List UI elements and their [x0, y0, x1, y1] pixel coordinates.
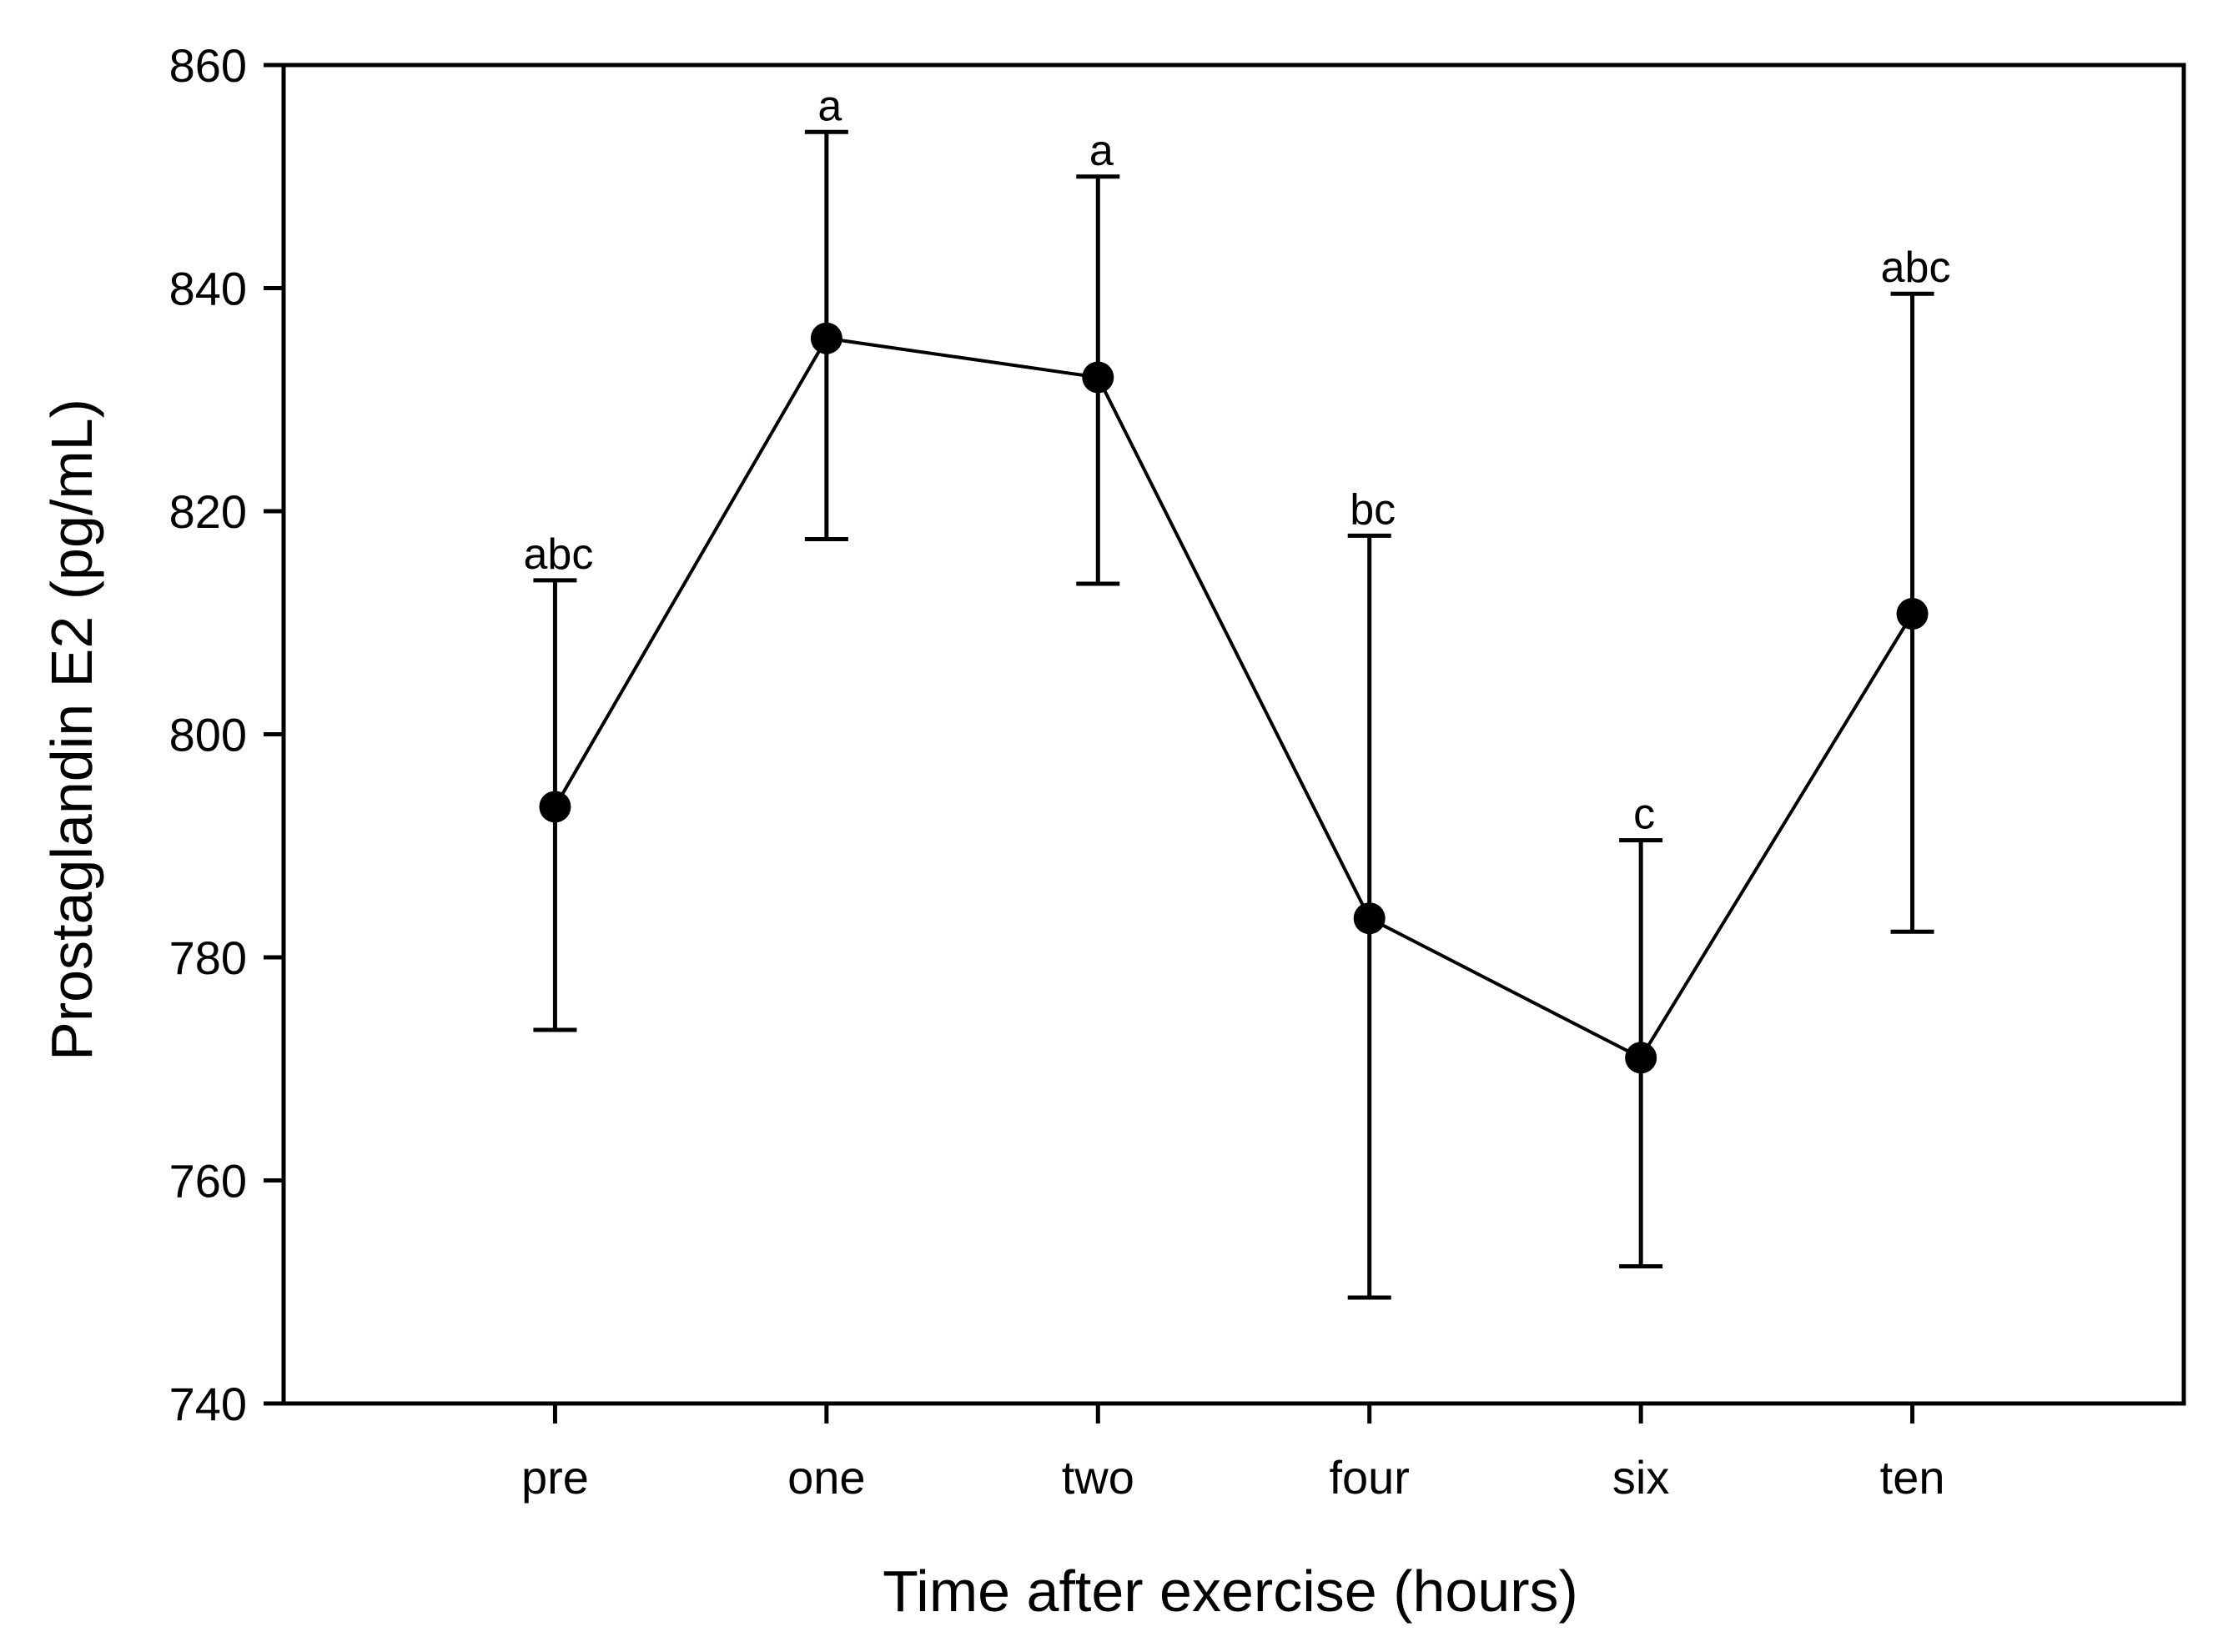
significance-label: bc	[1350, 485, 1396, 534]
x-tick-label: six	[1612, 1451, 1669, 1504]
y-tick-label: 760	[169, 1155, 247, 1208]
data-point	[1625, 1042, 1657, 1074]
x-tick-label: one	[787, 1451, 865, 1504]
data-point	[1353, 902, 1386, 935]
data-point	[539, 791, 571, 823]
y-tick-label: 820	[169, 485, 247, 538]
significance-label: c	[1633, 791, 1655, 839]
x-tick-label: two	[1062, 1451, 1134, 1504]
series-polyline	[553, 336, 1914, 1061]
data-point	[810, 322, 842, 354]
significance-label: abc	[524, 530, 594, 579]
x-tick-label: four	[1329, 1451, 1410, 1504]
y-axis-title: Prostaglandin E2 (pg/mL)	[39, 399, 104, 1061]
significance-label: a	[817, 82, 842, 130]
y-tick-label: 860	[169, 39, 247, 92]
y-tick-label: 800	[169, 709, 247, 761]
series-line	[553, 336, 1914, 1061]
x-tick-label: ten	[1880, 1451, 1945, 1504]
significance-label: abc	[1881, 244, 1951, 292]
y-tick-label: 840	[169, 263, 247, 315]
x-tick-label: pre	[521, 1451, 589, 1504]
axes: 740 760 780 800 820 840 860 pre one two four six ten	[169, 39, 2186, 1504]
data-point	[1896, 598, 1929, 630]
y-tick-label: 780	[169, 931, 247, 984]
data-point	[1082, 361, 1114, 394]
x-axis-title: Time after exercise (hours)	[883, 1559, 1578, 1624]
significance-label: a	[1089, 127, 1114, 175]
data-points	[539, 322, 1929, 1074]
y-tick-label: 740	[169, 1378, 247, 1430]
error-bars	[533, 129, 1934, 1300]
